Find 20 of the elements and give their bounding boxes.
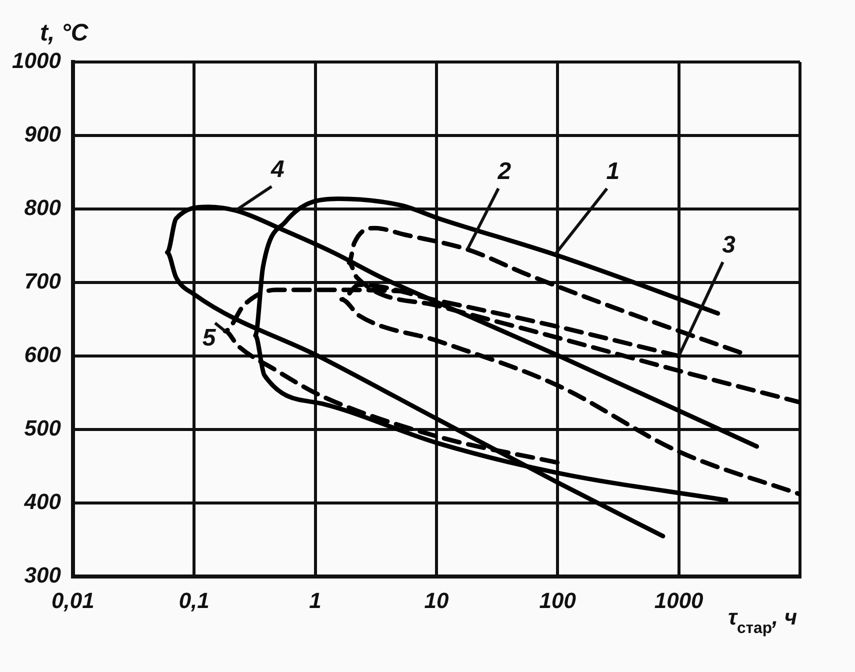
x-tick-label: 0,01	[52, 588, 94, 613]
text: 3	[722, 232, 736, 259]
y-axis-title: t, °C	[40, 20, 89, 47]
y-tick-label: 800	[24, 195, 62, 220]
y-tick-label: 300	[24, 562, 62, 588]
x-tick-label: 1	[309, 588, 322, 613]
y-tick-label: 700	[24, 268, 62, 294]
y-tick-label: 500	[24, 416, 62, 441]
y-tick-label: 600	[24, 342, 62, 368]
y-tick-label: 1000	[12, 48, 62, 74]
text: 2	[496, 158, 512, 186]
x-tick-label: 10	[424, 588, 450, 613]
x-tick-label: 1000	[654, 588, 704, 613]
y-tick-label: 400	[23, 489, 62, 514]
text: 1	[606, 158, 620, 186]
x-tick-label: 0,1	[178, 588, 210, 613]
series-label: 5	[202, 324, 216, 352]
series-label: 4	[270, 156, 284, 184]
y-tick-label: 900	[24, 122, 62, 147]
x-tick-label: 100	[539, 588, 577, 613]
